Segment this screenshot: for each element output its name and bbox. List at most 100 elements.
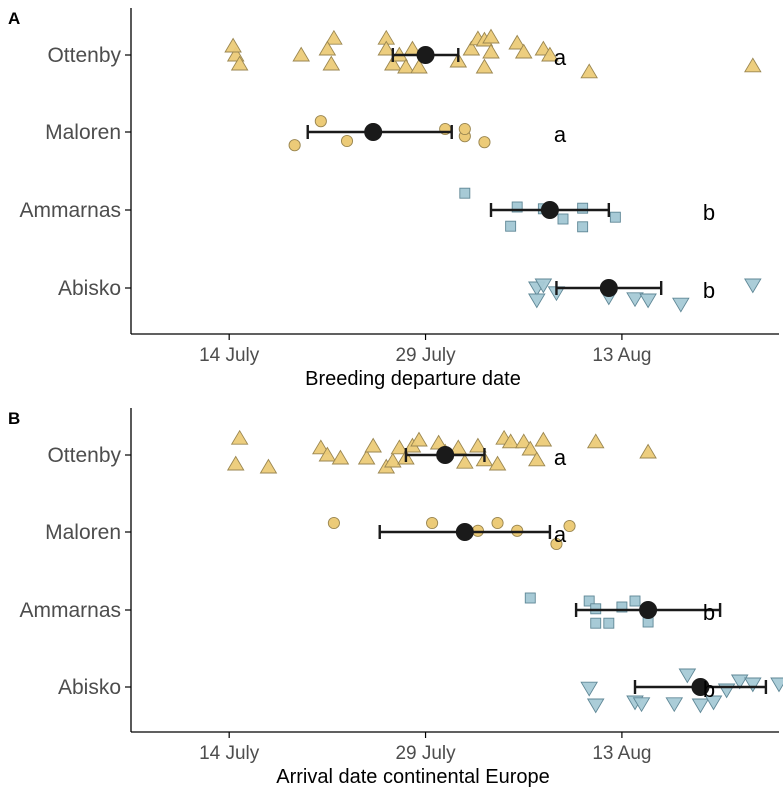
significance-letter: a bbox=[554, 45, 567, 70]
series-abisko: b bbox=[528, 278, 762, 313]
data-point bbox=[327, 516, 340, 530]
data-point bbox=[744, 278, 762, 294]
x-tick-label: 29 July bbox=[395, 345, 456, 366]
mean-point bbox=[364, 123, 383, 141]
data-point bbox=[322, 55, 341, 71]
data-point bbox=[583, 595, 595, 607]
data-point bbox=[230, 55, 249, 71]
data-point bbox=[577, 221, 589, 233]
data-point bbox=[626, 292, 644, 308]
mean-point bbox=[540, 201, 559, 219]
significance-letter: a bbox=[554, 122, 567, 147]
data-point bbox=[534, 278, 553, 294]
data-point bbox=[577, 202, 589, 214]
data-point bbox=[491, 516, 504, 530]
significance-letter: b bbox=[703, 677, 715, 702]
data-point bbox=[541, 46, 559, 62]
series-maloren: a bbox=[288, 115, 567, 152]
panel-label: B bbox=[8, 409, 20, 428]
data-point bbox=[410, 58, 428, 74]
data-point bbox=[462, 40, 481, 56]
data-point bbox=[318, 40, 337, 56]
data-point bbox=[331, 449, 350, 465]
data-point bbox=[639, 293, 657, 309]
data-point bbox=[459, 187, 471, 199]
mean-point bbox=[416, 46, 435, 64]
data-point bbox=[397, 58, 415, 74]
mean-point bbox=[599, 279, 618, 297]
significance-letter: b bbox=[703, 278, 715, 303]
data-point bbox=[482, 43, 500, 59]
category-label: Ottenby bbox=[47, 444, 121, 467]
data-point bbox=[364, 437, 382, 453]
x-tick-label: 13 Aug bbox=[592, 743, 651, 764]
data-point bbox=[521, 440, 540, 456]
category-label: Ottenby bbox=[47, 44, 121, 67]
data-point bbox=[456, 453, 474, 469]
data-point bbox=[224, 37, 242, 53]
data-point bbox=[528, 451, 546, 467]
data-point bbox=[632, 697, 651, 713]
category-label: Ammarnas bbox=[19, 599, 121, 622]
data-point bbox=[704, 695, 723, 711]
data-point bbox=[501, 433, 520, 449]
category-label: Abisko bbox=[58, 676, 121, 699]
data-point bbox=[580, 63, 598, 79]
significance-letter: a bbox=[554, 522, 567, 547]
data-point bbox=[524, 592, 536, 604]
data-point bbox=[528, 293, 546, 309]
data-point bbox=[590, 617, 602, 629]
mean-point bbox=[639, 601, 658, 619]
data-point bbox=[325, 29, 343, 45]
data-point bbox=[639, 443, 657, 459]
data-point bbox=[384, 55, 402, 71]
data-point bbox=[312, 439, 330, 455]
x-axis-title: Breeding departure date bbox=[305, 368, 521, 390]
data-point bbox=[514, 433, 533, 449]
data-point bbox=[603, 617, 615, 629]
data-point bbox=[672, 297, 690, 313]
category-label: Maloren bbox=[45, 121, 121, 144]
data-point bbox=[586, 433, 605, 449]
data-point bbox=[318, 446, 337, 462]
significance-letter: a bbox=[554, 445, 567, 470]
data-point bbox=[357, 449, 376, 465]
data-point bbox=[770, 677, 783, 693]
category-label: Maloren bbox=[45, 521, 121, 544]
data-point bbox=[259, 458, 278, 474]
data-point bbox=[511, 201, 523, 213]
data-point bbox=[580, 681, 598, 697]
data-point bbox=[534, 431, 553, 447]
x-axis-title: Arrival date continental Europe bbox=[276, 766, 550, 788]
data-point bbox=[475, 58, 494, 74]
data-point bbox=[384, 452, 402, 468]
panel-label: A bbox=[8, 9, 20, 28]
data-point bbox=[730, 674, 749, 690]
data-point bbox=[488, 455, 507, 471]
mean-point bbox=[436, 446, 455, 464]
data-point bbox=[563, 519, 576, 533]
data-point bbox=[616, 601, 628, 613]
data-point bbox=[609, 211, 621, 223]
data-point bbox=[458, 122, 471, 136]
mean-point bbox=[691, 678, 710, 696]
data-point bbox=[426, 516, 439, 530]
data-point bbox=[230, 429, 249, 445]
x-tick-label: 29 July bbox=[395, 743, 456, 764]
data-point bbox=[226, 455, 245, 471]
series-ottenby: a bbox=[226, 429, 657, 474]
series-ottenby: a bbox=[224, 28, 762, 79]
significance-letter: b bbox=[703, 600, 715, 625]
data-point bbox=[390, 439, 409, 455]
series-ammarnas: b bbox=[524, 592, 722, 629]
data-point bbox=[314, 115, 327, 128]
data-point bbox=[288, 139, 301, 152]
data-point bbox=[665, 697, 684, 713]
data-point bbox=[508, 34, 526, 50]
data-point bbox=[482, 28, 500, 44]
data-point bbox=[586, 698, 605, 714]
data-point bbox=[550, 537, 563, 551]
